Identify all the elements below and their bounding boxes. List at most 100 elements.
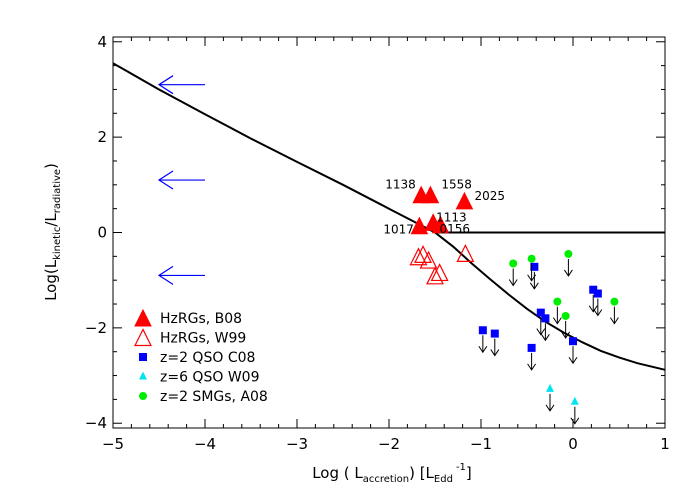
data-point [589,285,598,294]
x-tick-label: −5 [102,435,124,453]
data-point [430,263,449,282]
x-tick-label: −3 [286,435,308,453]
legend-marker [134,308,152,327]
legend-entry: HzRGs, B08 [134,308,242,327]
upper-limit-arrow-head [508,279,518,287]
upper-limit-arrow [529,271,539,290]
legend-entry: z=2 QSO C08 [139,350,255,366]
x-tick-label: −1 [470,435,492,453]
data-point [546,383,554,392]
upper-limit-arrow-head [568,356,578,365]
point-label: 1113 [436,210,467,224]
upper-limit-arrow-head [588,305,598,313]
data-point [490,329,499,338]
data-point [527,343,536,352]
data-point [455,191,474,210]
left-arrow-head [157,265,174,285]
left-arrow [157,265,205,285]
point-label: 1017 [383,223,414,237]
upper-limit-arrow-head [563,269,573,277]
legend-marker [139,392,147,400]
upper-limit-arrow [561,320,571,339]
upper-limit-arrow [545,393,555,412]
upper-limit-arrow-head [540,334,550,342]
x-tick-label: −4 [194,435,216,453]
upper-limit-arrow-head [593,309,603,317]
data-point [536,308,545,317]
left-arrows [157,75,205,285]
upper-limit-arrow [552,306,562,325]
x-axis-title: Log ( Laccretion) [LEdd-1] [312,462,472,485]
legend-label: z=2 SMGs, A08 [160,389,268,405]
data-point [610,297,619,306]
data-point [456,244,475,262]
x-tick-label: 1 [660,435,670,453]
data-point [419,250,438,269]
axis-ticks: −5 −4 −3 −2 −1 0 1 −4 −2 0 2 4 [85,33,670,453]
legend-marker [139,371,147,380]
y-tick-label: 0 [97,224,107,242]
legend-label: z=2 QSO C08 [160,350,255,366]
data-point [541,314,550,323]
upper-limit-arrow-head [561,331,571,339]
legend-label: z=6 QSO W09 [160,370,259,386]
data-point [478,326,487,335]
y-axis-title: Log(Lkinetic/Lradiative) [42,163,63,301]
data-point [414,244,433,263]
model-curve-main [112,62,666,371]
data-point [570,396,579,405]
data-point [431,215,450,234]
data-point [426,266,444,285]
data-point [421,185,440,204]
point-label: 1558 [441,178,472,192]
legend-marker [134,328,152,347]
data-point [527,254,536,263]
model-curves [112,62,666,371]
data-point [410,216,429,235]
upper-limit-arrow [527,352,537,371]
legend: HzRGs, B08 HzRGs, W99 z=2 QSO C08 z=6 QSO W… [134,308,268,405]
upper-limit-arrow-head [529,282,539,290]
upper-limit-arrow-head [527,274,537,282]
legend-label: HzRGs, W99 [160,331,246,347]
upper-limit-arrow [490,338,500,357]
legend-entry: z=6 QSO W09 [139,370,259,386]
upper-limit-arrow-head [527,363,537,371]
upper-limit-arrow-head [545,404,555,412]
data-point [564,249,573,258]
legend-marker [139,353,147,361]
upper-limit-arrow-head [570,417,580,425]
upper-limit-arrow [593,298,603,317]
upper-limit-arrow [527,263,537,282]
legend-label: HzRGs, B08 [160,311,242,327]
legend-entry: HzRGs, W99 [134,328,246,347]
data-point [530,262,539,271]
left-arrow [157,170,205,190]
y-tick-label: 2 [97,128,107,146]
y-tick-label: −2 [85,319,107,337]
data-point [561,311,570,320]
point-label: 2025 [474,189,505,203]
point-label: 1138 [385,178,416,192]
data-points [409,185,619,425]
data-point [553,297,562,306]
upper-limit-arrow [563,258,573,277]
left-arrow-head [157,75,174,95]
data-point [409,247,428,266]
upper-limit-arrow [508,268,518,287]
y-tick-label: 4 [97,33,107,51]
upper-limit-arrow [478,335,488,354]
data-point [509,259,518,268]
upper-limit-arrow-head [478,345,488,354]
upper-limit-arrow [609,306,619,325]
upper-limit-arrow [536,317,546,336]
left-arrow-head [157,170,174,190]
point-label: 0156 [440,222,471,236]
data-point [569,337,577,346]
upper-limit-arrow [570,406,580,425]
legend-entry: z=2 SMGs, A08 [139,389,268,405]
left-arrow [157,75,205,95]
x-tick-label: 0 [568,435,578,453]
